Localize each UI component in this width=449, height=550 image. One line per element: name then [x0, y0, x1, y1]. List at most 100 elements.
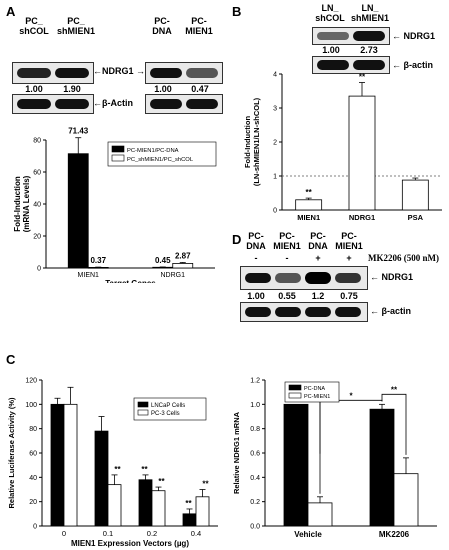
significance-mark: **: [185, 499, 192, 508]
y-axis-label: Fold-Induction(mRNA Levels): [13, 175, 31, 232]
panel-b-label: B: [232, 4, 242, 19]
chart-a: 0 20 40 60 80 71.43 0.37 MIEN1 0.45 2.87 NDRG1 Targ…: [13, 127, 217, 283]
bar: [50, 403, 65, 527]
x-tick-label: MIEN1: [78, 272, 100, 279]
bar: [107, 484, 122, 527]
x-tick-label: 0: [62, 529, 66, 538]
significance-mark: *: [349, 391, 353, 400]
a-actin-label: ←β-Actin: [93, 98, 133, 108]
band: [245, 273, 271, 283]
bar: [369, 408, 395, 527]
band: [317, 32, 349, 40]
bar: [151, 490, 166, 527]
legend-swatch: [288, 392, 302, 399]
band: [275, 307, 301, 317]
a-lane-label-1: PC_ shCOL: [19, 16, 49, 36]
data-label: 2.87: [175, 251, 191, 260]
legend-entry: PC-DNA: [304, 386, 325, 392]
y-axis-label: Relative NDRG1 mRNA: [232, 411, 241, 494]
legend-entry: PC-MIEN1: [304, 394, 330, 400]
legend-box: [133, 397, 207, 421]
d-lane-label-3: PC- DNA: [308, 231, 328, 251]
band: [245, 307, 271, 317]
b-ratio-2: 2.73: [360, 45, 378, 55]
x-tick-label: 0.4: [191, 529, 201, 538]
a-ratio-4: 0.47: [191, 84, 209, 94]
y-tick-label: 60: [29, 451, 37, 458]
panel-c-label: C: [6, 352, 16, 367]
legend-entry: PC-3 Cells: [151, 411, 180, 417]
a-lane-label-3: PC- DNA: [152, 16, 172, 36]
y-tick-label: 60: [33, 170, 41, 177]
b-blot-ndrg1: [312, 27, 390, 45]
significance-mark: **: [141, 465, 148, 474]
chart-c: 0 20 40 60 80 100 120 0 ** 0.1 ** ** 0.2 ** ** 0.4MIEN1…: [7, 378, 218, 548]
y-tick-label: 0.0: [250, 524, 260, 531]
y-tick-label: 40: [33, 202, 41, 209]
b-lane-label-1: LN_ shCOL: [315, 3, 345, 23]
y-axis-label: Relative Luciferase Activity (%): [7, 397, 16, 509]
x-tick-label: 0.1: [103, 529, 113, 538]
legend-swatch: [288, 384, 302, 391]
bar: [87, 267, 109, 269]
significance-mark: **: [158, 477, 165, 486]
bar: [348, 95, 376, 211]
y-tick-label: 80: [29, 426, 37, 433]
a-blot-ndrg1-right: [145, 62, 223, 84]
legend-swatch: [111, 145, 125, 153]
significance-mark: **: [202, 480, 209, 489]
y-tick-label: 120: [25, 378, 37, 385]
significance-bracket: [381, 393, 407, 455]
y-axis-label: Fold-Induction(LN-shMIEN1/LN-shCOL): [243, 97, 261, 186]
band: [275, 273, 301, 283]
y-tick-label: 20: [29, 499, 37, 506]
bar: [283, 403, 309, 527]
band: [353, 60, 385, 70]
band: [305, 272, 331, 284]
x-tick-label: MK2206: [379, 530, 410, 539]
band: [353, 31, 385, 41]
a-ratio-2: 1.90: [63, 84, 81, 94]
x-tick-label: MIEN1: [297, 213, 320, 222]
b-lane-label-2: LN_ shMIEN1: [350, 3, 389, 23]
y-tick-label: 0: [273, 208, 277, 215]
d-ndrg1-label: ← NDRG1: [370, 272, 414, 282]
d-blot-actin: [240, 302, 368, 322]
d-ratio-3: 1.2: [311, 291, 325, 301]
data-label: 0.45: [155, 256, 171, 265]
bar: [63, 403, 78, 527]
x-tick-label: NDRG1: [349, 213, 375, 222]
x-axis-label: Target Genes: [105, 279, 156, 283]
band: [150, 99, 182, 109]
d-ratio-4: 0.75: [340, 291, 358, 301]
y-tick-label: 20: [33, 234, 41, 241]
band: [17, 99, 51, 109]
legend-swatch: [137, 401, 149, 408]
legend-box: [107, 141, 217, 167]
b-blot-actin: [312, 56, 390, 74]
band: [17, 68, 51, 78]
a-blot-actin-right: [145, 94, 223, 114]
d-lane-label-1: PC- DNA: [246, 231, 266, 251]
bar: [195, 496, 210, 527]
y-tick-label: 4: [273, 72, 277, 79]
a-lane-label-4: PC- MIEN1: [185, 16, 213, 36]
d-mark-2: -: [285, 253, 289, 263]
y-tick-label: 0.6: [250, 451, 260, 458]
significance-mark: **: [306, 188, 313, 197]
y-tick-label: 80: [33, 138, 41, 145]
x-tick-label: PSA: [408, 213, 424, 222]
y-tick-label: 1: [273, 174, 277, 181]
y-tick-label: 0: [37, 266, 41, 273]
band: [186, 68, 218, 78]
legend-entry: PC_shMIEN1/PC_shCOL: [127, 157, 194, 163]
x-axis-label: MIEN1 Expression Vectors (µg): [71, 539, 189, 548]
y-tick-label: 0.8: [250, 426, 260, 433]
d-ratio-2: 0.55: [278, 291, 296, 301]
band: [150, 68, 182, 78]
d-actin-label: ← β-actin: [370, 306, 412, 316]
bar: [182, 513, 197, 527]
b-ndrg1-label: ← NDRG1: [392, 31, 436, 41]
bar: [152, 266, 174, 269]
band: [317, 60, 349, 70]
